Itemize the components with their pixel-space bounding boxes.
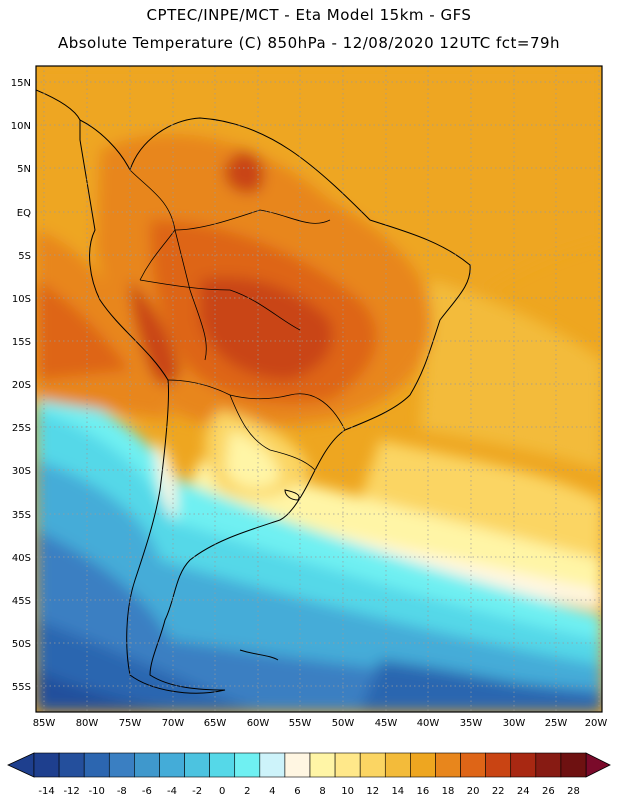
lat-label: 40S [12, 553, 31, 564]
colorbar-cell [33, 752, 60, 778]
longitude-axis: 85W 80W 75W 70W 65W 60W 55W 50W 45W 40W … [33, 718, 608, 729]
lat-label: 50S [12, 639, 31, 650]
colorbar-cell [359, 752, 386, 778]
lon-label: 70W [162, 718, 185, 729]
temperature-map: 15N 10N 5N EQ 5S 10S 15S 20S 25S 30S 35S… [11, 65, 608, 729]
colorbar-cell [159, 752, 185, 778]
title-line-1: CPTEC/INPE/MCT - Eta Model 15km - GFS [146, 6, 472, 24]
lon-label: 35W [460, 718, 483, 729]
colorbar-cell [83, 752, 110, 778]
colorbar-labels: -14 -12 -10 -8 -6 -4 -2 0 2 4 6 8 10 12 14 16 18 20 22 24 26… [38, 786, 579, 797]
colorbar-label: 26 [542, 786, 555, 797]
colorbar-label: 6 [294, 786, 300, 797]
lat-label: 5S [18, 251, 31, 262]
lon-label: 80W [76, 718, 99, 729]
colorbar-high-arrow [585, 752, 611, 778]
lon-label: 20W [585, 718, 608, 729]
lat-label: 35S [12, 510, 31, 521]
lat-label: 20S [12, 380, 31, 391]
colorbar-cell [58, 752, 85, 778]
colorbar-label: 12 [366, 786, 379, 797]
colorbar-label: 4 [269, 786, 275, 797]
colorbar-label: 10 [341, 786, 354, 797]
colorbar-label: 24 [517, 786, 530, 797]
colorbar-cell [435, 752, 461, 778]
colorbar-cell [284, 752, 311, 778]
lat-label: 55S [12, 682, 31, 693]
colorbar-cell [334, 752, 361, 778]
lon-label: 65W [204, 718, 227, 729]
colorbar-cell [485, 752, 512, 778]
colorbar-cells [33, 752, 587, 778]
colorbar-label: 8 [319, 786, 325, 797]
colorbar-cell [384, 752, 411, 778]
colorbar-label: -14 [38, 786, 54, 797]
colorbar-label: -12 [63, 786, 79, 797]
lon-label: 55W [289, 718, 312, 729]
lon-label: 45W [375, 718, 398, 729]
lat-label: 10S [12, 294, 31, 305]
colorbar-label: -8 [117, 786, 127, 797]
lat-label: 15N [11, 78, 31, 89]
colorbar-cell [234, 752, 261, 778]
temperature-field [36, 66, 602, 712]
title-line-2: Absolute Temperature (C) 850hPa - 12/08/… [57, 34, 561, 52]
colorbar-cell [259, 752, 286, 778]
colorbar-cell [535, 752, 562, 778]
lon-label: 40W [417, 718, 440, 729]
colorbar-label: 18 [442, 786, 455, 797]
colorbar-cell [460, 752, 486, 778]
colorbar-cell [134, 752, 160, 778]
lon-label: 50W [332, 718, 355, 729]
colorbar-cell [510, 752, 537, 778]
colorbar-cell [309, 752, 336, 778]
lon-label: 85W [33, 718, 56, 729]
colorbar-label: 14 [391, 786, 404, 797]
colorbar-cell [410, 752, 436, 778]
lon-label: 75W [119, 718, 142, 729]
colorbar-label: 0 [219, 786, 225, 797]
lat-label: 30S [12, 466, 31, 477]
colorbar-cell [184, 752, 210, 778]
country-borders [129, 169, 346, 471]
latitude-axis: 15N 10N 5N EQ 5S 10S 15S 20S 25S 30S 35S… [11, 78, 31, 693]
colorbar-label: 28 [567, 786, 580, 797]
colorbar-label: 16 [417, 786, 430, 797]
lat-label: 5N [17, 164, 31, 175]
colorbar: -14 -12 -10 -8 -6 -4 -2 0 2 4 6 8 10 12 14 16 18 20 22 24 26… [7, 752, 611, 797]
colorbar-label: -4 [167, 786, 177, 797]
colorbar-label: 22 [492, 786, 505, 797]
colorbar-cell [108, 752, 135, 778]
lat-label: 15S [12, 337, 31, 348]
lon-label: 25W [545, 718, 568, 729]
colorbar-low-arrow [7, 752, 35, 778]
colorbar-cell [560, 752, 587, 778]
colorbar-cell [209, 752, 236, 778]
colorbar-label: 20 [467, 786, 480, 797]
colorbar-label: -10 [89, 786, 105, 797]
colorbar-label: -6 [142, 786, 152, 797]
colorbar-label: -2 [192, 786, 202, 797]
lon-label: 60W [247, 718, 270, 729]
coastlines [36, 89, 471, 694]
map-frame [35, 65, 603, 713]
lat-label: 10N [11, 121, 31, 132]
colorbar-label: 2 [244, 786, 250, 797]
lat-label: EQ [17, 208, 31, 219]
lon-label: 30W [503, 718, 526, 729]
lat-label: 25S [12, 423, 31, 434]
lat-label: 45S [12, 596, 31, 607]
